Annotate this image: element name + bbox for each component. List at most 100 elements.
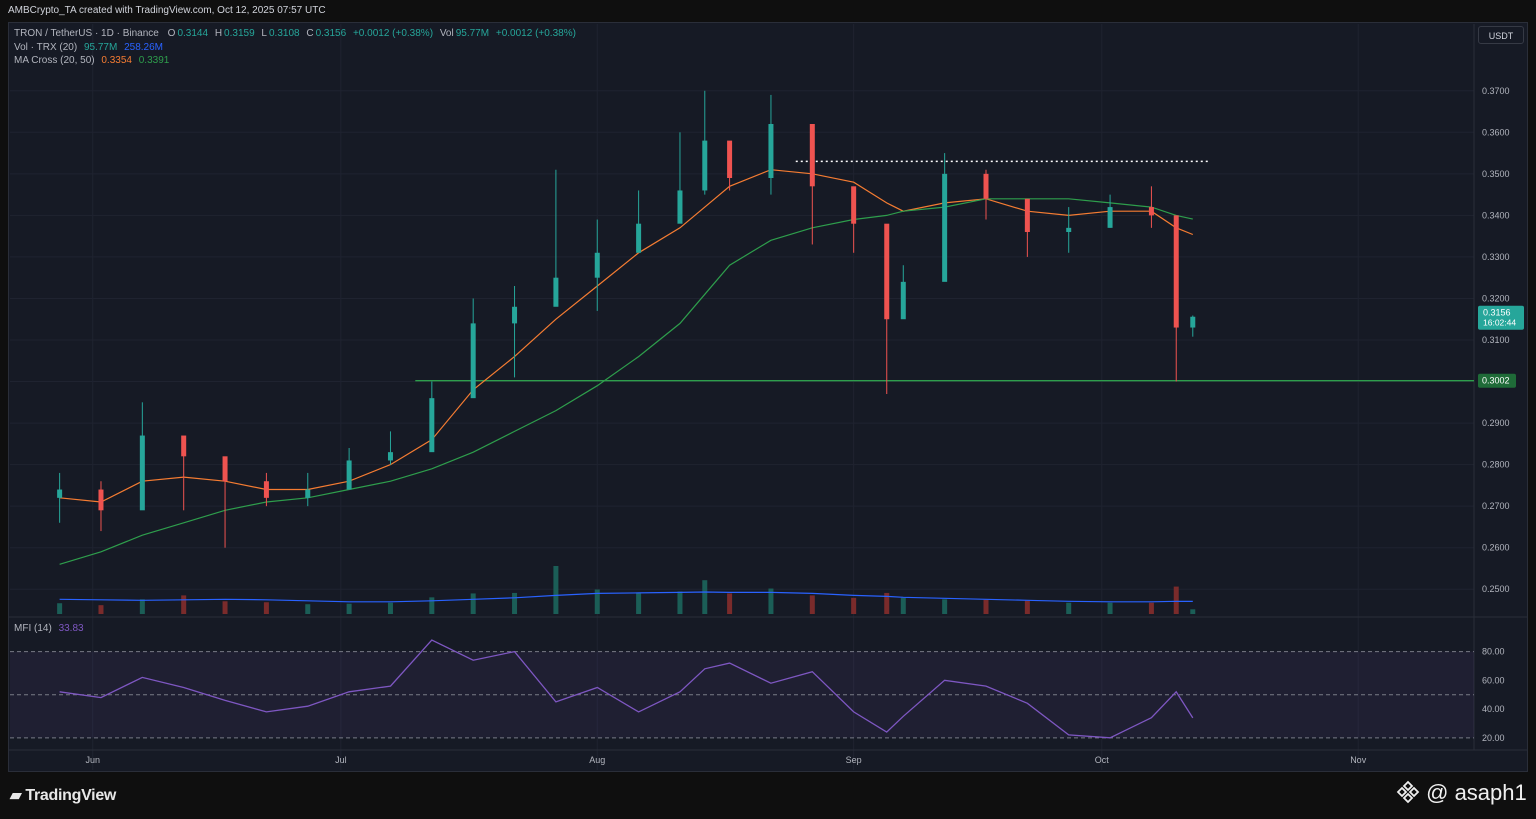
ma-legend[interactable]: MA Cross (20, 50) 0.3354 0.3391 [14, 55, 169, 66]
candle-body [851, 186, 857, 224]
vol-ma-value: 258.26M [124, 42, 164, 53]
watermark-text: @ asaph1 [1426, 780, 1527, 805]
price-tick-label: 0.3200 [1482, 293, 1510, 303]
volume-bar [636, 593, 642, 614]
mfi-indicator-label: MFI (14) [14, 623, 52, 634]
mfi-value: 33.83 [58, 623, 84, 634]
close-value: 0.3156 [315, 28, 347, 39]
candle-body [677, 190, 683, 224]
ma20-line [59, 169, 1194, 503]
volume-bar [983, 599, 989, 614]
grid-layer [8, 24, 1528, 770]
volume-bar [1066, 602, 1072, 614]
price-tick-label: 0.3500 [1482, 169, 1510, 179]
price-tick-label: 0.2900 [1482, 418, 1510, 428]
mfi-pane [10, 639, 1474, 739]
candle-body [305, 489, 311, 498]
watermark: @ asaph1 [1396, 780, 1527, 806]
volume-bar [884, 592, 890, 614]
volume-bar [851, 597, 857, 614]
candle-body [942, 173, 948, 282]
candle-body [809, 124, 815, 187]
candle-body [1190, 316, 1196, 328]
price-tick-label: 0.3400 [1482, 210, 1510, 220]
time-axis: Jun Jul Aug Sep Oct Nov [85, 755, 1366, 765]
volume-pane [57, 566, 1196, 614]
countdown-label: 16:02:44 [1483, 318, 1516, 328]
price-tick-label: 0.3100 [1482, 335, 1510, 345]
credit-text: AMBCrypto_TA created with TradingView.co… [8, 5, 326, 16]
volume-bar [263, 602, 269, 614]
candle-body [263, 481, 269, 498]
volume-bar [677, 591, 683, 614]
symbol-legend[interactable]: TRON / TetherUS · 1D · Binance O 0.3144 H… [14, 28, 576, 39]
volume-bar [1173, 586, 1179, 614]
current-price-label: 0.3156 [1483, 308, 1511, 318]
footer-bar [0, 772, 1536, 819]
price-tick-label: 0.2700 [1482, 501, 1510, 511]
price-tick-label: 0.3700 [1482, 86, 1510, 96]
candle-body [1148, 207, 1154, 216]
volume-bar [305, 604, 311, 614]
high-value: 0.3159 [224, 28, 255, 39]
candle-body [222, 456, 228, 482]
candle-body [594, 252, 600, 278]
price-axis: 0.25000.26000.27000.28000.29000.30000.31… [1478, 86, 1524, 743]
ma20-value: 0.3354 [101, 55, 132, 66]
candle-body [727, 140, 733, 178]
candle-body [636, 223, 642, 253]
high-label: H [214, 28, 223, 39]
volume-bar [1148, 602, 1154, 614]
support-price-label-bg [1478, 373, 1516, 388]
mfi-tick-label: 20.00 [1482, 733, 1505, 743]
volume-bar [387, 602, 393, 614]
open-label: O [167, 28, 176, 39]
vol-legend[interactable]: Vol · TRX (20) 95.77M 258.26M [14, 42, 163, 53]
candle-body [553, 277, 559, 307]
mfi-legend[interactable]: MFI (14) 33.83 [14, 623, 84, 634]
currency-button[interactable]: USDT [1478, 26, 1524, 44]
volume-bar [346, 603, 352, 614]
volume-bar [727, 593, 733, 614]
candle-body [346, 460, 352, 490]
volume-bar [470, 593, 476, 614]
vol-indicator-label: Vol · TRX (20) [14, 42, 78, 53]
volume-bar [139, 599, 145, 614]
candle-body [1107, 207, 1113, 228]
credit-bar: AMBCrypto_TA created with TradingView.co… [0, 0, 1536, 20]
chart-frame[interactable] [8, 22, 1528, 772]
vol-change-value: +0.0012 (+0.38%) [495, 28, 576, 39]
mfi-tick-label: 40.00 [1482, 704, 1505, 714]
ma-indicator-label: MA Cross (20, 50) [14, 55, 95, 66]
volume-bar [181, 595, 187, 614]
volume-bar [942, 599, 948, 614]
support-price-label: 0.3002 [1482, 376, 1510, 386]
price-tick-label: 0.2500 [1482, 584, 1510, 594]
candle-body [139, 435, 145, 511]
volume-bar [594, 589, 600, 614]
tradingview-logo-icon: ▰ [10, 787, 22, 804]
candle-body [884, 223, 890, 320]
change-value: +0.0012 (+0.38%) [352, 28, 434, 39]
volume-bar [1190, 609, 1196, 614]
tradingview-logo-text: TradingView [25, 787, 117, 804]
volume-bar [57, 603, 63, 614]
time-tick-label: Jul [335, 755, 347, 765]
candle-body [57, 489, 63, 498]
mfi-tick-label: 80.00 [1482, 647, 1505, 657]
candle-body [702, 140, 708, 191]
vol-indicator-value: 95.77M [83, 42, 118, 53]
candle-body [983, 173, 989, 199]
time-tick-label: Aug [589, 755, 605, 765]
volume-bar [1107, 602, 1113, 614]
volume-bar [553, 566, 559, 614]
candle-body [768, 124, 774, 178]
open-value: 0.3144 [177, 28, 209, 39]
candle-body [1066, 227, 1072, 232]
binance-diamond-icon [1396, 780, 1420, 804]
volume-bar [1024, 600, 1030, 614]
tradingview-logo[interactable]: ▰ TradingView [10, 786, 116, 805]
low-value: 0.3108 [268, 28, 300, 39]
price-tick-label: 0.3600 [1482, 127, 1510, 137]
